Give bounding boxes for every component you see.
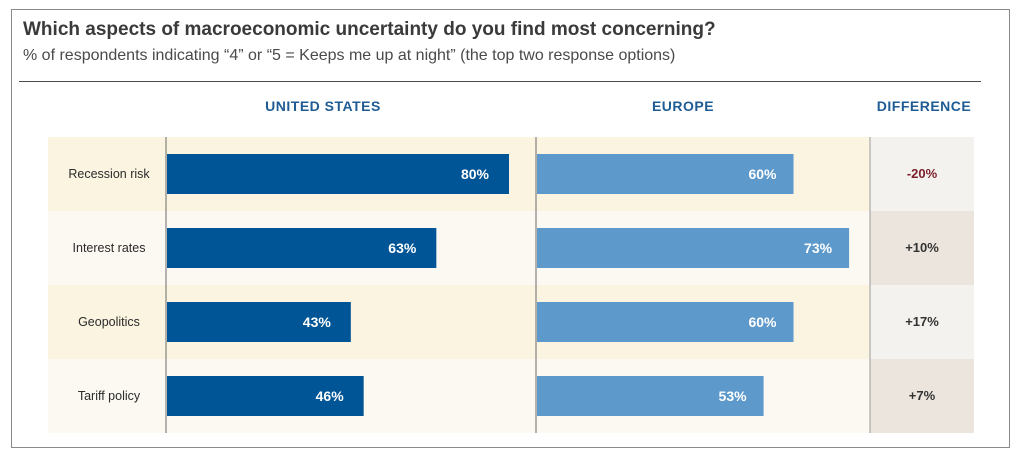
us-bar-label: 80% xyxy=(461,166,490,182)
europe-bar-label: 53% xyxy=(719,388,748,404)
us-bar-label: 63% xyxy=(388,240,417,256)
difference-cell-background xyxy=(870,359,974,433)
europe-bar-label: 73% xyxy=(804,240,833,256)
difference-value: -20% xyxy=(907,166,938,181)
category-label: Geopolitics xyxy=(78,315,140,329)
title-divider xyxy=(19,81,981,82)
us-bar xyxy=(167,376,364,416)
europe-bar xyxy=(537,376,764,416)
category-label: Tariff policy xyxy=(78,389,141,403)
difference-cell-background xyxy=(870,137,974,211)
us-column-header: UNITED STATES xyxy=(265,98,381,114)
difference-cell-background xyxy=(870,285,974,359)
europe-bar xyxy=(537,154,794,194)
difference-cell-background xyxy=(870,211,974,285)
chart-title: Which aspects of macroeconomic uncertain… xyxy=(23,19,716,40)
us-bar xyxy=(167,228,437,268)
us-bar xyxy=(167,154,510,194)
chart-subtitle: % of respondents indicating “4” or “5 = … xyxy=(23,47,676,64)
us-bar-label: 43% xyxy=(303,314,332,330)
category-label: Recession risk xyxy=(68,167,150,181)
difference-value: +17% xyxy=(905,314,939,329)
difference-value: +7% xyxy=(909,388,936,403)
difference-value: +10% xyxy=(905,240,939,255)
europe-bar xyxy=(537,302,794,342)
us-bar xyxy=(167,302,351,342)
us-bar-label: 46% xyxy=(316,388,345,404)
category-label: Interest rates xyxy=(73,241,146,255)
difference-column-header: DIFFERENCE xyxy=(876,98,972,114)
europe-bar-label: 60% xyxy=(748,166,777,182)
europe-bar xyxy=(537,228,850,268)
europe-column-header: EUROPE xyxy=(651,98,715,114)
europe-bar-label: 60% xyxy=(748,314,777,330)
